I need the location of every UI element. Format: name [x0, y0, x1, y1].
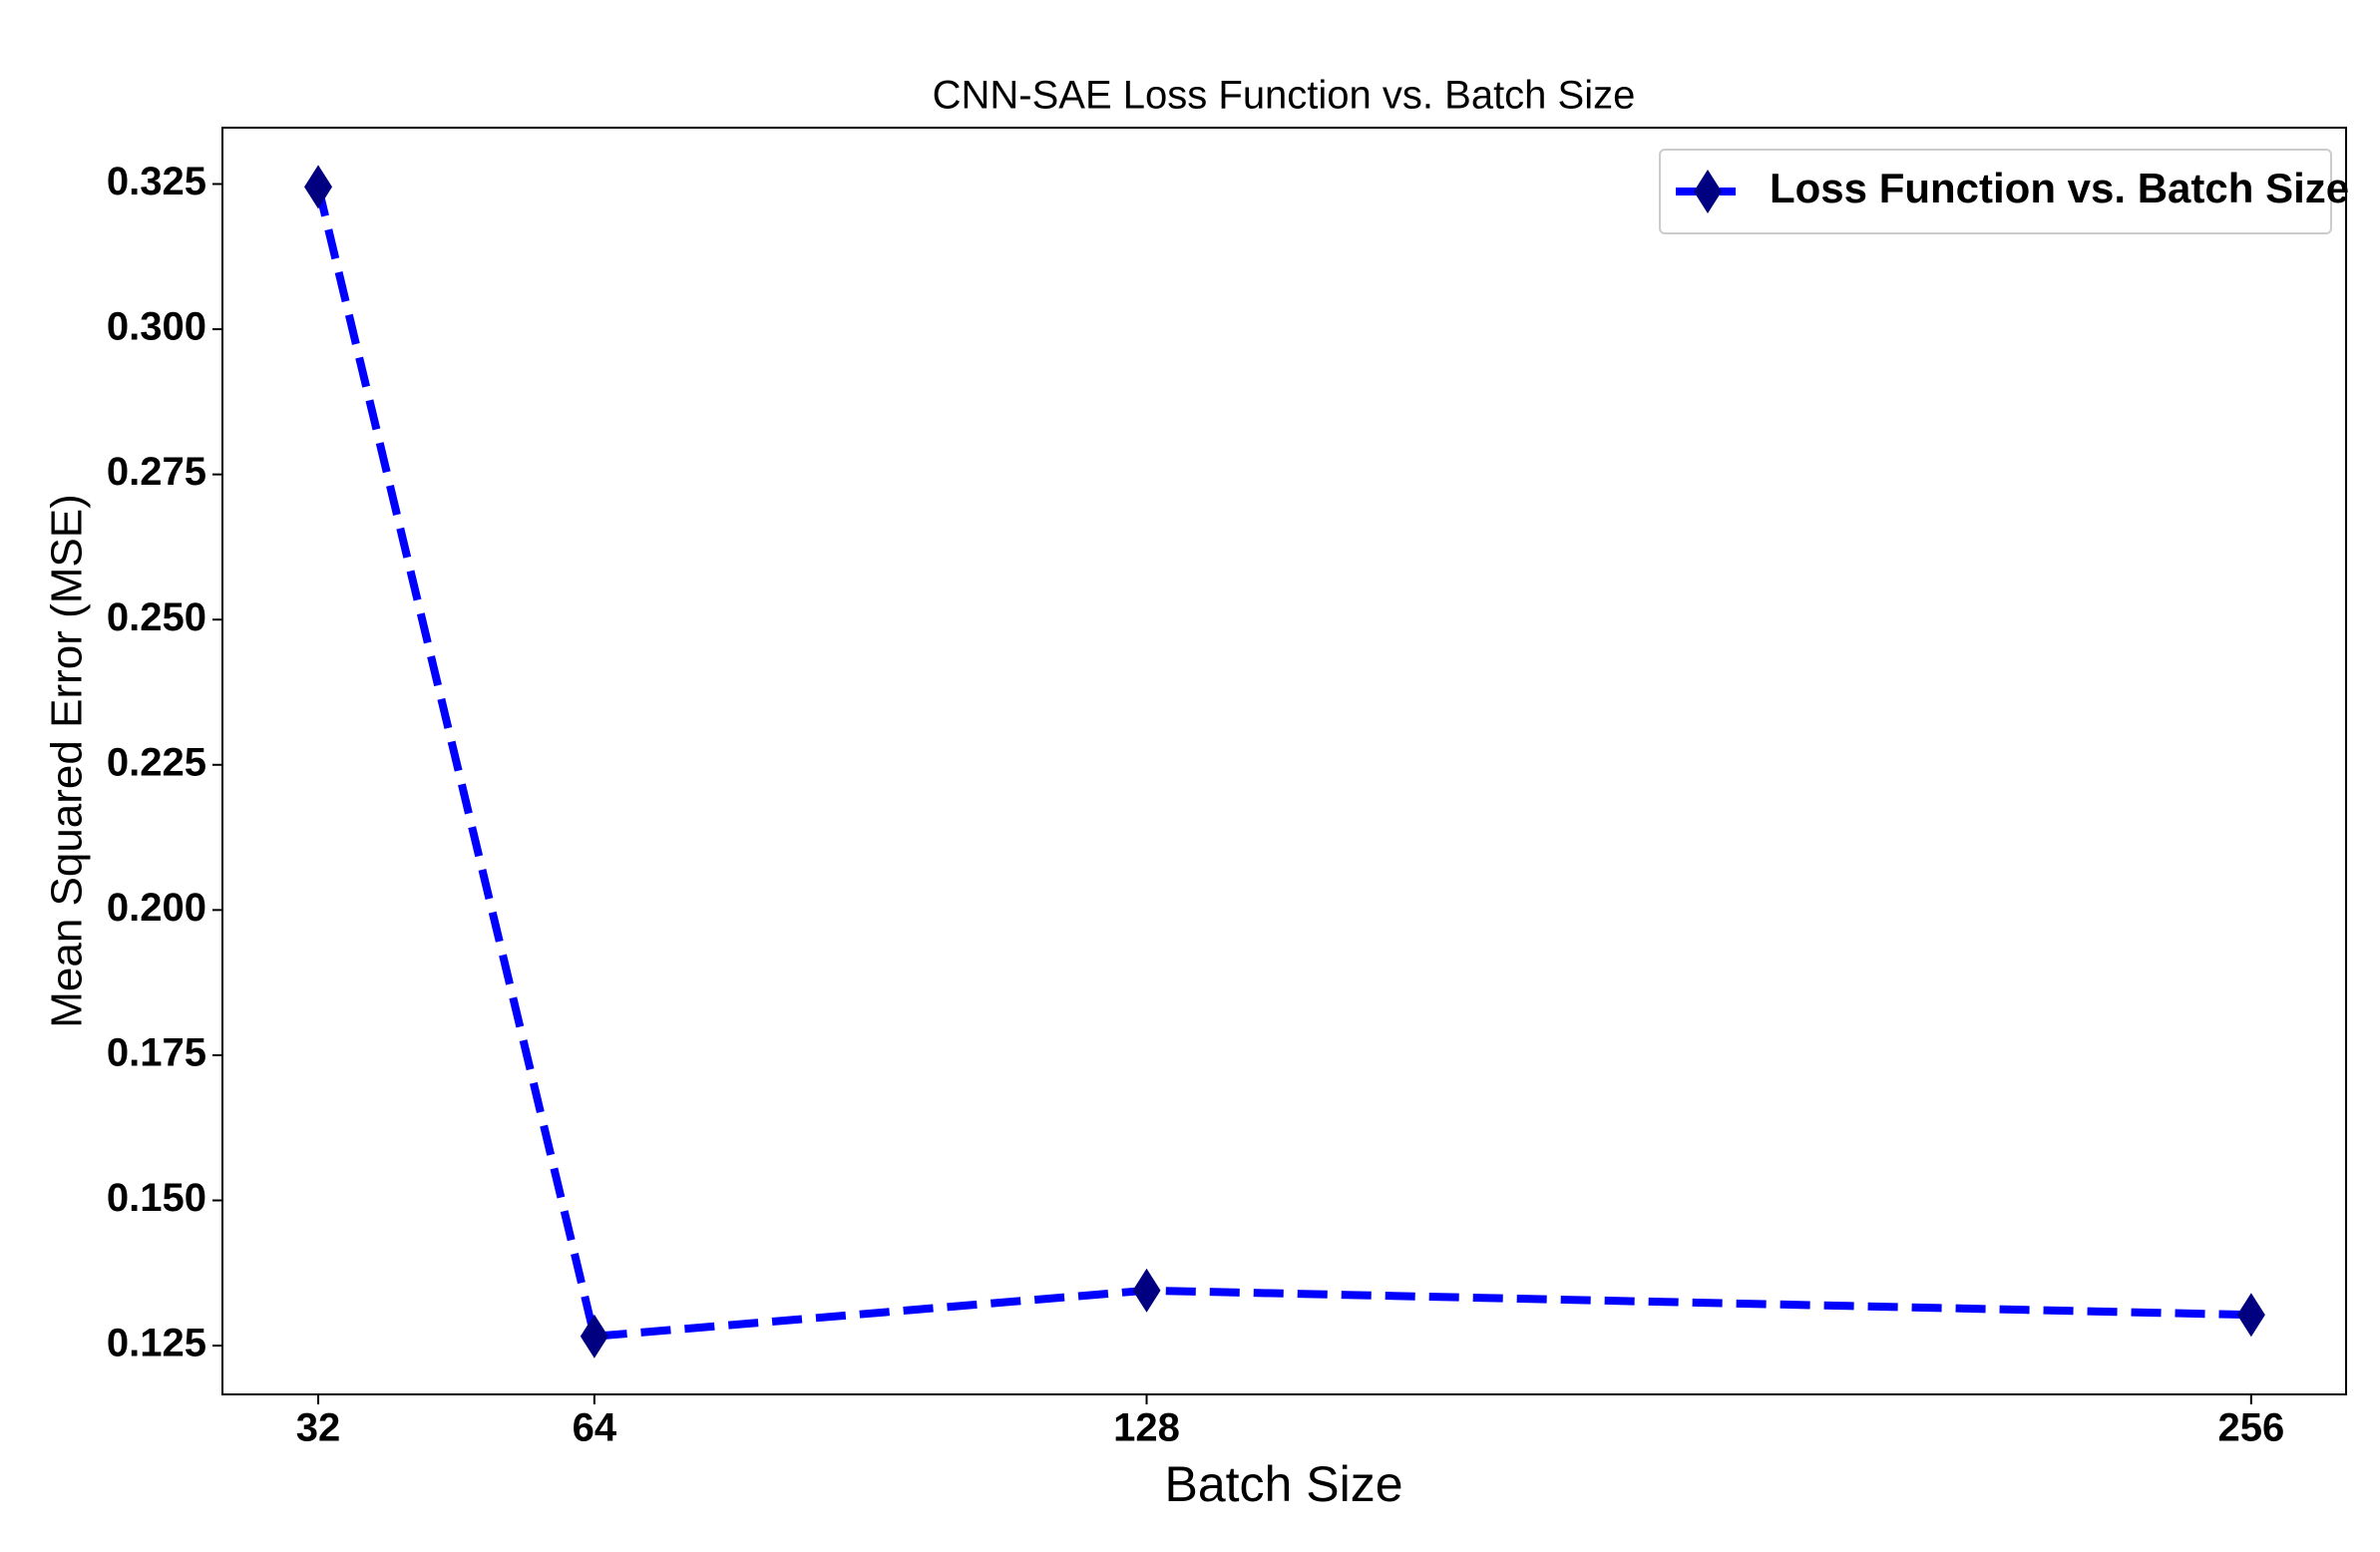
- plot-frame: [221, 127, 2347, 1395]
- y-tick-label: 0.125: [107, 1322, 206, 1365]
- legend-box: [1659, 149, 2332, 234]
- x-tick-label: 256: [2217, 1406, 2284, 1450]
- y-tick-label: 0.225: [107, 740, 206, 784]
- legend-label: Loss Function vs. Batch Size: [1770, 165, 2349, 211]
- x-tick-label: 64: [573, 1406, 617, 1450]
- x-tick-label: 128: [1113, 1406, 1180, 1450]
- y-tick-label: 0.200: [107, 886, 206, 930]
- marker: [2236, 1293, 2265, 1338]
- y-tick-label: 0.300: [107, 305, 206, 349]
- y-tick-label: 0.150: [107, 1176, 206, 1220]
- marker: [1132, 1268, 1161, 1313]
- y-tick-label: 0.275: [107, 450, 206, 494]
- y-tick-label: 0.325: [107, 160, 206, 203]
- legend-marker: [1694, 170, 1722, 213]
- marker: [580, 1314, 608, 1358]
- line: [314, 186, 2251, 1342]
- x-tick-label: 32: [296, 1406, 341, 1450]
- marker: [304, 165, 333, 209]
- y-axis-label: Mean Squared Error (MSE): [43, 494, 92, 1028]
- chart-title: CNN-SAE Loss Function vs. Batch Size: [933, 74, 1636, 118]
- y-tick-label: 0.250: [107, 595, 206, 639]
- x-axis-label: Batch Size: [1164, 1456, 1402, 1512]
- y-tick-label: 0.175: [107, 1030, 206, 1074]
